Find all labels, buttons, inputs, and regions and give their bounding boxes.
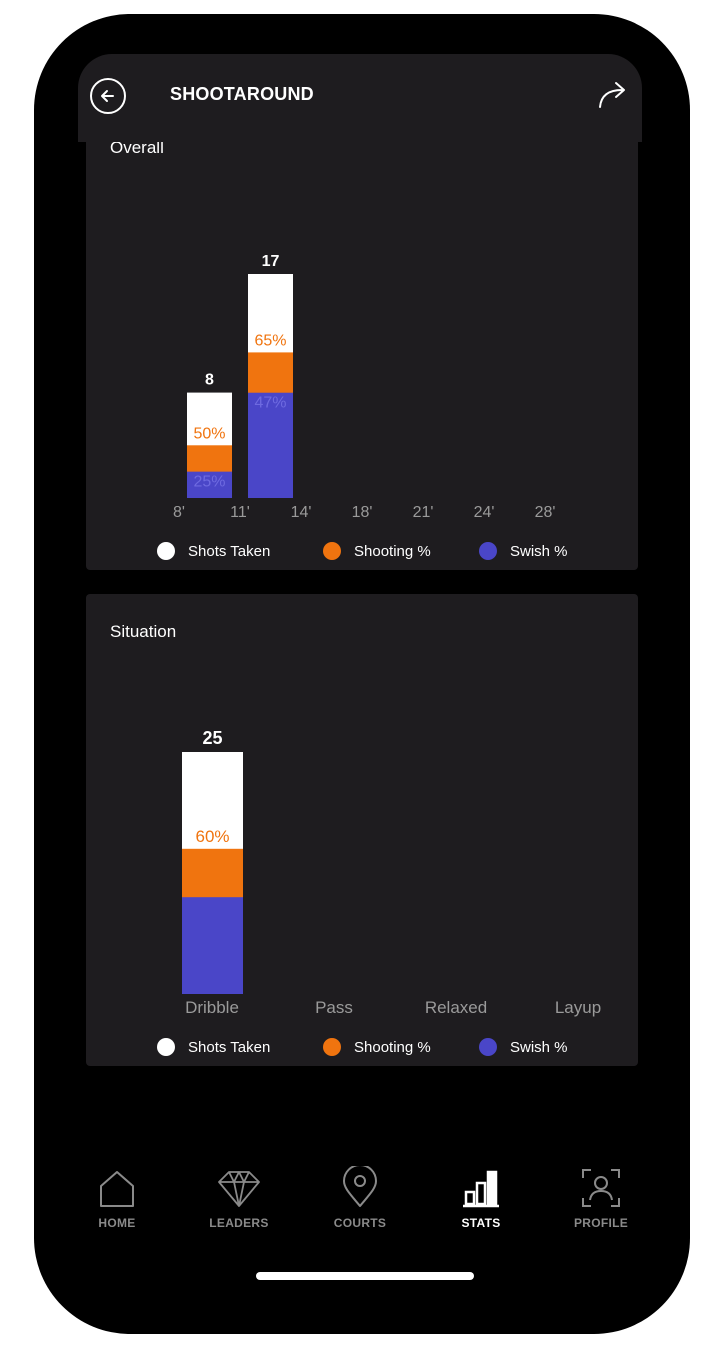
legend-label-swish: Swish % xyxy=(510,543,568,560)
shots-taken-label: 8 xyxy=(205,372,214,389)
back-button[interactable] xyxy=(90,78,126,114)
tick-label: 18' xyxy=(352,504,373,521)
home-indicator xyxy=(256,1272,474,1280)
share-arrow-icon xyxy=(599,82,625,108)
legend-dot-shots xyxy=(157,1038,175,1056)
tab-courts[interactable]: COURTS xyxy=(305,1154,415,1254)
swish-bar xyxy=(248,392,293,498)
swish-bar xyxy=(182,897,243,994)
back-arrow-icon xyxy=(101,90,114,102)
app-header: SHOOTAROUND xyxy=(78,54,642,142)
tab-bar: HOME LEADERS COURTS xyxy=(34,1154,690,1254)
legend-dot-swish xyxy=(479,542,497,560)
tab-home-label: HOME xyxy=(98,1216,136,1230)
tab-home[interactable]: HOME xyxy=(62,1154,172,1254)
overall-card: Overall 8' 8 50% 25% 11' 17 65% 47% 14' 18' 21' 24'… xyxy=(86,130,638,570)
share-button[interactable] xyxy=(596,80,632,110)
legend-dot-swish xyxy=(479,1038,497,1056)
tick-label: Relaxed xyxy=(425,998,487,1017)
situation-title: Situation xyxy=(110,622,177,641)
tick-label: 21' xyxy=(413,504,434,521)
tick-label: Pass xyxy=(315,998,353,1017)
tab-profile[interactable]: PROFILE xyxy=(546,1154,656,1254)
legend-label-shooting: Shooting % xyxy=(354,543,431,560)
tick-label: 14' xyxy=(291,504,312,521)
shots-taken-label: 17 xyxy=(262,253,280,270)
swish-label: 47% xyxy=(254,395,286,412)
legend-label-shots: Shots Taken xyxy=(188,543,270,560)
overall-chart: 8' 8 50% 25% 11' 17 65% 47% 14' 18' 21' 24' 28' Shots… xyxy=(157,253,568,560)
swish-label: 25% xyxy=(193,474,225,491)
legend-label-shooting: Shooting % xyxy=(354,1039,431,1056)
bar-chart-icon xyxy=(463,1170,499,1208)
location-pin-icon xyxy=(343,1166,377,1207)
situation-chart: Dribble 25 60% Pass Relaxed Layup Shots Taken S… xyxy=(157,728,601,1056)
page-title: SHOOTAROUND xyxy=(170,84,314,104)
tab-courts-label: COURTS xyxy=(333,1216,387,1230)
diamond-icon xyxy=(218,1171,260,1207)
legend-label-shots: Shots Taken xyxy=(188,1039,270,1056)
tick-label: 8' xyxy=(173,504,185,521)
tab-profile-label: PROFILE xyxy=(573,1216,629,1230)
tab-leaders[interactable]: LEADERS xyxy=(184,1154,294,1254)
shooting-label: 60% xyxy=(195,827,229,846)
legend-dot-shooting xyxy=(323,542,341,560)
tab-stats[interactable]: STATS xyxy=(426,1154,536,1254)
tab-leaders-label: LEADERS xyxy=(209,1216,269,1230)
swish-bar xyxy=(187,471,232,498)
tick-label: 28' xyxy=(535,504,556,521)
legend-dot-shooting xyxy=(323,1038,341,1056)
tick-label: 24' xyxy=(474,504,495,521)
phone-frame: Overall 8' 8 50% 25% 11' 17 65% 47% 14' 18' 21' 24'… xyxy=(34,14,690,1334)
shooting-label: 50% xyxy=(193,425,225,442)
profile-icon xyxy=(582,1169,620,1207)
tick-label: 11' xyxy=(230,504,250,521)
shots-taken-label: 25 xyxy=(202,728,222,748)
tick-label: Dribble xyxy=(185,998,239,1017)
home-icon xyxy=(100,1171,134,1207)
overall-title: Overall xyxy=(110,138,164,157)
shooting-label: 65% xyxy=(254,332,286,349)
situation-card: Situation Dribble 25 60% Pass Relaxed Layup Sh… xyxy=(86,594,638,1066)
legend-dot-shots xyxy=(157,542,175,560)
tab-stats-label: STATS xyxy=(461,1216,501,1230)
tick-label: Layup xyxy=(555,998,601,1017)
screen: Overall 8' 8 50% 25% 11' 17 65% 47% 14' 18' 21' 24'… xyxy=(34,14,690,1334)
legend-label-swish: Swish % xyxy=(510,1039,568,1056)
